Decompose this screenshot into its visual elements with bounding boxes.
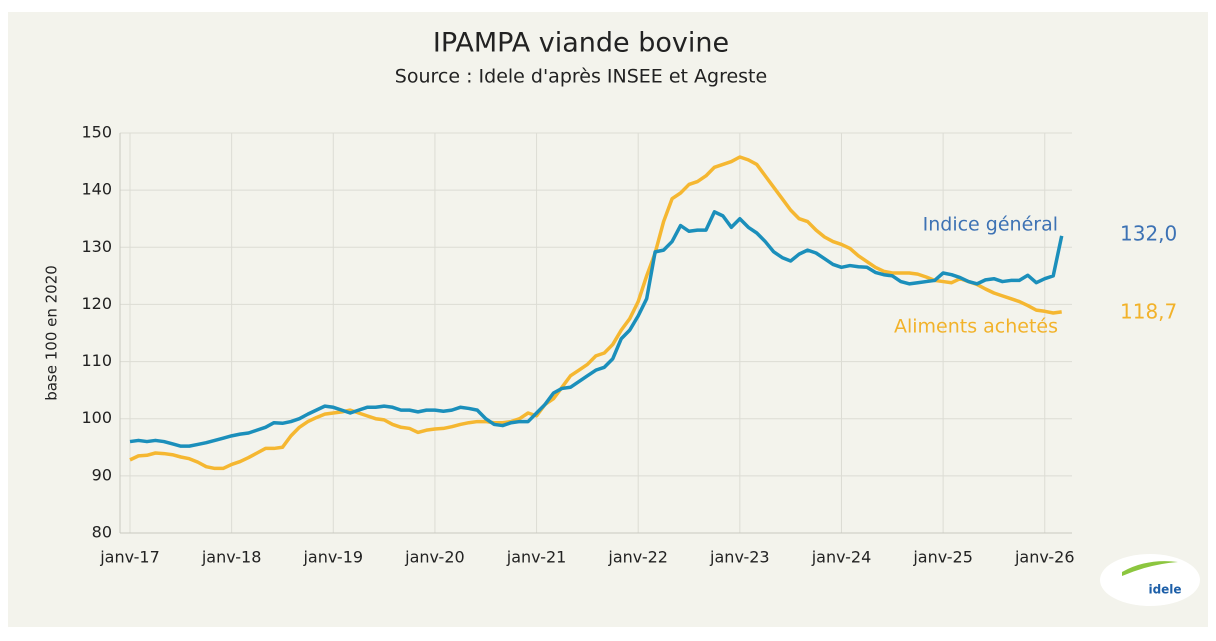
chart-subtitle: Source : Idele d'après INSEE et Agreste: [395, 66, 767, 88]
y-tick-label: 110: [81, 351, 112, 370]
series-line: [129, 210, 1064, 448]
logo-background: [1100, 554, 1200, 606]
chart-title: IPAMPA viande bovine: [433, 28, 729, 59]
logo-swoosh: [1122, 561, 1178, 576]
y-tick-label: 120: [81, 294, 112, 313]
value-label: 118,7: [1120, 300, 1177, 324]
y-tick-label: 90: [92, 465, 112, 484]
series-line: [129, 155, 1062, 471]
x-tick-label: janv-19: [302, 548, 363, 567]
y-tick-label: 100: [81, 408, 112, 427]
y-tick-label: 80: [92, 523, 112, 542]
x-tick-label: janv-21: [506, 548, 567, 567]
x-tick-label: janv-22: [607, 548, 668, 567]
chart-background: [8, 12, 1208, 627]
series-label: Aliments achetés: [894, 316, 1058, 338]
x-tick-label: janv-20: [404, 548, 465, 567]
x-tick-label: janv-24: [811, 548, 872, 567]
y-tick-label: 130: [81, 237, 112, 256]
x-tick-label: janv-18: [201, 548, 262, 567]
logo: idele: [1100, 554, 1200, 606]
x-tick-label: janv-17: [99, 548, 160, 567]
x-tick-label: janv-25: [912, 548, 973, 567]
series-label: Indice général: [923, 214, 1058, 236]
y-tick-label: 150: [81, 123, 112, 142]
logo-text: idele: [1148, 583, 1181, 597]
value-label: 132,0: [1120, 222, 1177, 246]
x-tick-label: janv-26: [1014, 548, 1075, 567]
y-tick-label: 140: [81, 180, 112, 199]
x-tick-label: janv-23: [709, 548, 770, 567]
y-axis-label: base 100 en 2020: [43, 265, 61, 401]
